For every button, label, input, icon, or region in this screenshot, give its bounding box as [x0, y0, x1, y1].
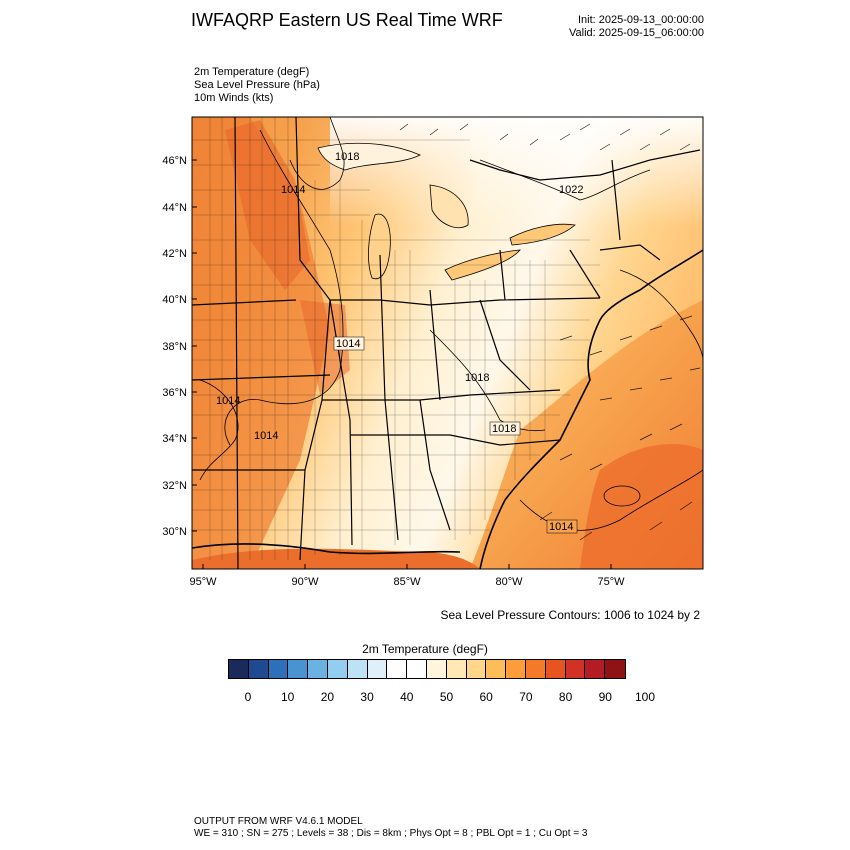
svg-text:1014: 1014: [336, 338, 360, 350]
svg-text:1018: 1018: [492, 423, 516, 435]
pressure-contours: [199, 117, 703, 531]
latitude-axis: 46°N 44°N 42°N 40°N 38°N 36°N 34°N 32°N …: [162, 155, 197, 538]
gulf-coastline: [192, 543, 461, 555]
lake-superior: [317, 142, 421, 171]
colorbar-label: 100: [634, 690, 656, 704]
colorbar-swatch: [605, 660, 625, 678]
lat-label: 38°N: [162, 341, 187, 353]
weather-map: 1018 1014 1022 1014 1018 1014 1014 1018 …: [162, 116, 704, 588]
lon-label: 90°W: [291, 576, 319, 588]
lat-label: 32°N: [162, 480, 187, 492]
svg-text:1022: 1022: [559, 184, 583, 196]
lake-huron: [429, 184, 469, 229]
pressure-label: 1018: [335, 151, 359, 163]
pressure-label: 1014: [281, 184, 305, 196]
colorbar-swatch: [545, 660, 566, 678]
svg-text:1014: 1014: [549, 521, 573, 533]
svg-text:1018: 1018: [335, 151, 359, 163]
colorbar-label: 0: [244, 690, 252, 704]
colorbar-label: 70: [519, 690, 533, 704]
colorbar-swatch: [565, 660, 586, 678]
valid-time: Valid: 2025-09-15_06:00:00: [569, 27, 704, 39]
lon-label: 85°W: [393, 576, 421, 588]
pressure-label: 1018: [465, 372, 489, 384]
footer-config: WE = 310 ; SN = 275 ; Levels = 38 ; Dis …: [194, 828, 588, 839]
colorbar-label: 20: [320, 690, 335, 704]
lon-label: 80°W: [495, 576, 523, 588]
map-frame: [191, 116, 704, 570]
variable-winds: 10m Winds (kts): [194, 92, 274, 104]
colorbar-swatch: [506, 660, 526, 678]
lat-label: 36°N: [162, 387, 187, 399]
lat-label: 40°N: [162, 294, 187, 306]
pressure-label: 1018: [489, 421, 521, 436]
pressure-label: 1014: [546, 519, 578, 534]
colorbar-swatch: [585, 660, 606, 678]
variable-pressure: Sea Level Pressure (hPa): [194, 79, 320, 91]
pressure-label: 1022: [559, 184, 583, 196]
pressure-labels: 1018 1014 1022 1014 1018 1014 1014 1018 …: [216, 151, 583, 534]
contour-note: Sea Level Pressure Contours: 1006 to 102…: [440, 608, 701, 622]
lon-label: 75°W: [597, 576, 625, 588]
lat-label: 44°N: [162, 202, 187, 214]
svg-text:1014: 1014: [254, 430, 278, 442]
colorbar-swatch: [347, 660, 368, 678]
lon-label: 95°W: [189, 576, 217, 588]
colorbar-swatch: [229, 660, 249, 678]
footer-model: OUTPUT FROM WRF V4.6.1 MODEL: [194, 816, 363, 827]
colorbar-swatch: [308, 660, 328, 678]
colorbar-label: 30: [360, 690, 374, 704]
colorbar-swatch: [248, 660, 269, 678]
colorbar-label: 40: [400, 690, 414, 704]
lake-ontario: [509, 223, 576, 246]
lat-label: 42°N: [162, 248, 187, 260]
variable-temperature: 2m Temperature (degF): [194, 66, 310, 78]
colorbar-label: 60: [479, 690, 493, 704]
lat-label: 34°N: [162, 433, 187, 445]
colorbar-swatch: [367, 660, 388, 678]
colorbar-swatch: [407, 660, 427, 678]
colorbar-swatch: [446, 660, 467, 678]
colorbar-label: 80: [558, 690, 573, 704]
atlantic-coastline: [479, 249, 703, 569]
colorbar-swatch: [288, 660, 309, 678]
pressure-label: 1014: [216, 395, 240, 407]
colorbar-swatch: [387, 660, 408, 678]
wind-barbs: [399, 123, 701, 541]
plot-title: IWFAQRP Eastern US Real Time WRF: [191, 10, 503, 30]
colorbar-label: 10: [281, 690, 295, 704]
svg-text:1014: 1014: [281, 184, 305, 196]
colorbar-title: 2m Temperature (degF): [362, 642, 488, 656]
colorbar-label: 50: [439, 690, 454, 704]
lat-label: 46°N: [162, 155, 187, 167]
svg-text:1014: 1014: [216, 395, 240, 407]
colorbar-label: 90: [598, 690, 612, 704]
lat-label: 30°N: [162, 526, 187, 538]
colorbar-swatch: [426, 660, 447, 678]
colorbar-swatch: [466, 660, 487, 678]
colorbar-swatch: [327, 660, 348, 678]
lake-michigan: [368, 213, 391, 280]
colorbar: [228, 659, 626, 679]
svg-text:1018: 1018: [465, 372, 489, 384]
colorbar-swatch: [268, 660, 289, 678]
colorbar-swatch: [525, 660, 546, 678]
county-mesh: [192, 117, 600, 560]
init-time: Init: 2025-09-13_00:00:00: [578, 14, 704, 26]
colorbar-swatch: [486, 660, 507, 678]
pressure-label: 1014: [333, 336, 365, 351]
pressure-label: 1014: [254, 430, 278, 442]
longitude-axis: 95°W 90°W 85°W 80°W 75°W: [189, 564, 625, 588]
